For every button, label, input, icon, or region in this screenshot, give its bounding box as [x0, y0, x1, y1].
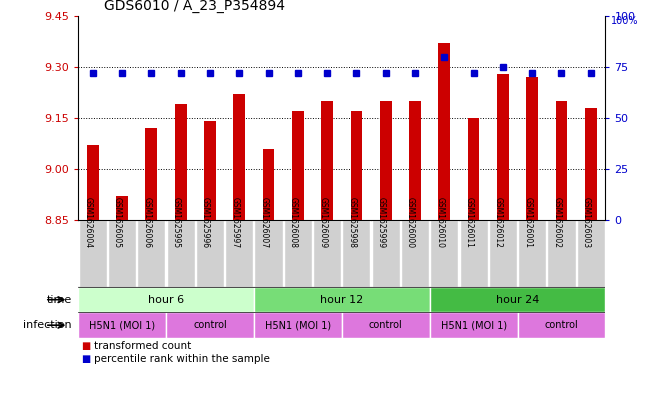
Bar	[255, 220, 283, 287]
Bar	[467, 118, 479, 220]
Text: control: control	[369, 320, 402, 330]
Text: hour 6: hour 6	[148, 295, 184, 305]
Bar	[116, 196, 128, 220]
Text: GSM1626010: GSM1626010	[436, 196, 444, 248]
Text: GSM1625995: GSM1625995	[172, 196, 180, 248]
Text: GSM1626000: GSM1626000	[406, 196, 415, 248]
Text: percentile rank within the sample: percentile rank within the sample	[94, 354, 270, 364]
Bar	[460, 220, 488, 287]
Text: infection: infection	[23, 320, 72, 330]
Bar	[225, 220, 253, 287]
Text: GSM1626002: GSM1626002	[553, 196, 561, 248]
Bar	[79, 220, 107, 287]
Text: time: time	[46, 295, 72, 305]
Bar	[166, 312, 254, 338]
Text: GSM1626004: GSM1626004	[84, 196, 92, 248]
Bar	[585, 108, 597, 220]
Text: hour 12: hour 12	[320, 295, 363, 305]
Bar	[284, 220, 312, 287]
Text: GSM1625997: GSM1625997	[230, 196, 240, 248]
Text: GSM1626012: GSM1626012	[494, 196, 503, 248]
Text: ■: ■	[81, 354, 90, 364]
Text: hour 24: hour 24	[496, 295, 539, 305]
Bar	[430, 220, 458, 287]
Bar	[87, 145, 99, 220]
Bar	[313, 220, 341, 287]
Bar	[196, 220, 224, 287]
Bar	[78, 312, 166, 338]
Text: control: control	[545, 320, 578, 330]
Bar	[174, 104, 186, 220]
Bar	[401, 220, 429, 287]
Bar	[137, 220, 165, 287]
Bar	[489, 220, 517, 287]
Bar	[351, 111, 363, 220]
Bar	[526, 77, 538, 220]
Bar	[380, 101, 392, 220]
Bar	[556, 101, 567, 220]
Text: H5N1 (MOI 1): H5N1 (MOI 1)	[89, 320, 155, 330]
Bar	[262, 149, 275, 220]
Bar	[145, 128, 158, 220]
Bar	[254, 312, 342, 338]
Text: GSM1626001: GSM1626001	[523, 196, 533, 248]
Text: ■: ■	[81, 341, 90, 351]
Text: H5N1 (MOI 1): H5N1 (MOI 1)	[441, 320, 506, 330]
Text: GSM1625998: GSM1625998	[348, 196, 357, 248]
Text: GSM1626011: GSM1626011	[465, 196, 474, 248]
Bar	[233, 94, 245, 220]
Bar	[167, 220, 195, 287]
Text: GSM1626007: GSM1626007	[260, 196, 269, 248]
Text: GSM1625996: GSM1625996	[201, 196, 210, 248]
Bar	[254, 287, 430, 312]
Text: control: control	[193, 320, 227, 330]
Bar	[430, 312, 518, 338]
Bar	[547, 220, 575, 287]
Bar	[342, 220, 370, 287]
Text: 100%: 100%	[611, 16, 638, 26]
Bar	[518, 220, 546, 287]
Text: GSM1626005: GSM1626005	[113, 196, 122, 248]
Text: transformed count: transformed count	[94, 341, 191, 351]
Bar	[497, 73, 509, 220]
Bar	[322, 101, 333, 220]
Text: GSM1625999: GSM1625999	[377, 196, 385, 248]
Bar	[204, 121, 216, 220]
Bar	[409, 101, 421, 220]
Bar	[108, 220, 136, 287]
Bar	[292, 111, 303, 220]
Bar	[518, 312, 605, 338]
Text: H5N1 (MOI 1): H5N1 (MOI 1)	[265, 320, 331, 330]
Text: GSM1626008: GSM1626008	[289, 196, 298, 248]
Text: GSM1626009: GSM1626009	[318, 196, 327, 248]
Bar	[372, 220, 400, 287]
Bar	[439, 43, 450, 220]
Bar	[78, 287, 254, 312]
Bar	[577, 220, 605, 287]
Text: GSM1626003: GSM1626003	[582, 196, 591, 248]
Text: GDS6010 / A_23_P354894: GDS6010 / A_23_P354894	[104, 0, 286, 13]
Text: GSM1626006: GSM1626006	[143, 196, 151, 248]
Bar	[430, 287, 605, 312]
Bar	[342, 312, 430, 338]
